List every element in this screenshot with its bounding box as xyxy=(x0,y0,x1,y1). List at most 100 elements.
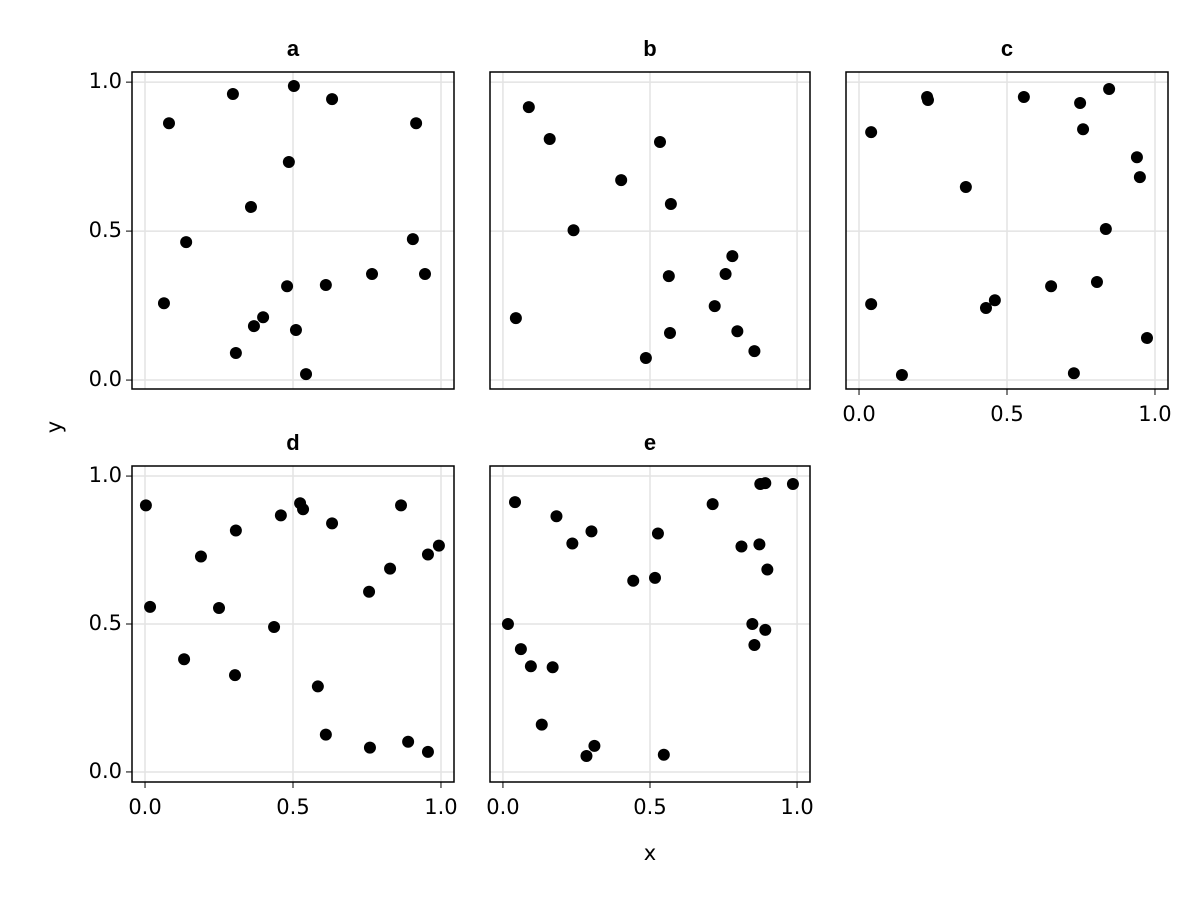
point xyxy=(229,524,242,537)
point xyxy=(213,602,226,615)
point xyxy=(895,368,908,381)
point xyxy=(746,618,759,630)
point xyxy=(319,279,332,292)
point xyxy=(1103,82,1116,95)
point xyxy=(627,574,640,587)
point xyxy=(229,346,242,359)
point xyxy=(289,324,302,337)
point xyxy=(708,300,721,313)
point xyxy=(731,325,744,338)
point xyxy=(501,618,514,630)
point xyxy=(535,718,548,731)
point xyxy=(735,540,748,553)
point xyxy=(287,80,300,93)
y-tick-label: 1.0 xyxy=(89,463,122,487)
point xyxy=(247,320,260,333)
point xyxy=(1130,151,1143,164)
point xyxy=(363,585,376,598)
point xyxy=(395,499,408,512)
point xyxy=(297,503,310,516)
point xyxy=(410,117,423,130)
point xyxy=(274,509,287,522)
point xyxy=(509,496,521,509)
panel-title: d xyxy=(286,430,299,455)
point xyxy=(664,197,677,210)
point xyxy=(759,623,772,636)
x-tick-label: 1.0 xyxy=(1138,402,1171,426)
point xyxy=(786,478,799,491)
point xyxy=(748,639,761,652)
point xyxy=(567,224,580,237)
point xyxy=(664,326,676,339)
point xyxy=(524,660,537,673)
point xyxy=(543,133,556,146)
point xyxy=(546,661,559,674)
point xyxy=(649,571,661,584)
point xyxy=(281,280,294,293)
point xyxy=(726,250,739,263)
point xyxy=(366,267,379,280)
x-axis-label: x xyxy=(644,841,656,865)
y-tick-label: 0.0 xyxy=(89,759,122,783)
point xyxy=(550,510,563,523)
point xyxy=(959,181,972,194)
y-tick-label: 0.0 xyxy=(89,367,122,391)
x-tick-label: 0.5 xyxy=(276,795,309,819)
point xyxy=(639,352,652,365)
point xyxy=(139,499,152,512)
y-axis-label: y xyxy=(42,421,66,433)
point xyxy=(1090,276,1103,289)
point xyxy=(865,126,878,139)
point xyxy=(384,562,397,575)
x-tick-label: 0.5 xyxy=(990,402,1023,426)
point xyxy=(988,294,1001,307)
point xyxy=(421,745,434,758)
point xyxy=(1140,332,1153,345)
point xyxy=(432,539,445,552)
point xyxy=(657,748,670,761)
point xyxy=(257,311,270,324)
point xyxy=(268,620,281,633)
point xyxy=(1067,367,1080,380)
point xyxy=(1133,171,1146,184)
point xyxy=(522,101,535,114)
point xyxy=(979,301,992,314)
x-tick-label: 0.0 xyxy=(486,795,519,819)
plot-frame xyxy=(845,71,1169,390)
plot-frame xyxy=(131,465,455,783)
point xyxy=(326,517,339,530)
point xyxy=(761,563,774,576)
panel-title: a xyxy=(287,36,300,61)
x-tick-label: 0.0 xyxy=(128,795,161,819)
point xyxy=(1074,96,1087,109)
point xyxy=(921,94,934,107)
point xyxy=(226,88,239,101)
point xyxy=(282,155,295,168)
point xyxy=(865,298,878,311)
point xyxy=(759,477,772,490)
point xyxy=(753,538,766,551)
y-tick-label: 1.0 xyxy=(89,69,122,93)
point xyxy=(706,498,719,511)
point xyxy=(244,200,257,213)
panel-title: b xyxy=(643,36,656,61)
point xyxy=(418,267,431,280)
panel-title: e xyxy=(644,430,656,455)
point xyxy=(406,233,419,246)
point xyxy=(319,728,332,741)
point xyxy=(1045,280,1058,293)
point xyxy=(144,600,157,613)
point xyxy=(514,643,527,656)
point xyxy=(748,345,761,358)
point xyxy=(194,550,207,563)
point xyxy=(180,236,193,249)
point xyxy=(178,653,191,666)
point xyxy=(402,735,415,748)
plot-frame xyxy=(489,465,811,783)
x-tick-label: 1.0 xyxy=(424,795,457,819)
point xyxy=(615,174,628,187)
point xyxy=(326,93,339,106)
point xyxy=(509,312,522,325)
